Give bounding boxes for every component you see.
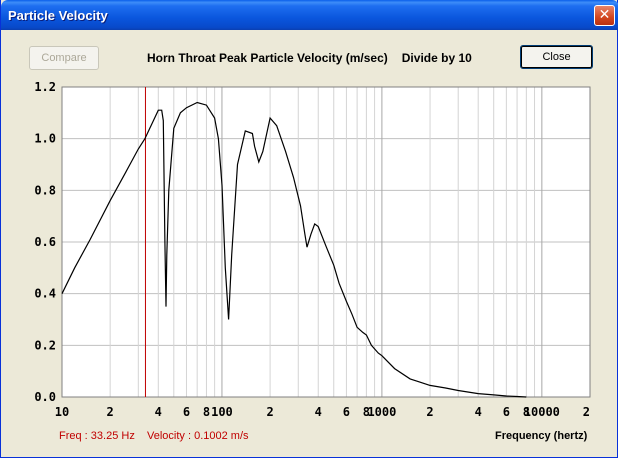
freq-readout: Freq : 33.25 Hz	[59, 430, 135, 442]
x-tick-label: 6	[343, 405, 350, 419]
divide-note: Divide by 10	[401, 51, 472, 65]
x-tick-label: 4	[155, 405, 162, 419]
y-axis-ticks: 0.0 0.2 0.4 0.6 0.8 1.0 1.2	[34, 80, 56, 404]
compare-button[interactable]: Compare	[29, 46, 99, 70]
x-tick-label: 6	[503, 405, 510, 419]
plot-border	[61, 86, 591, 398]
x-tick-label: 100	[211, 405, 233, 419]
x-tick-label: 8	[523, 405, 530, 419]
y-tick-label: 0.2	[34, 338, 56, 352]
x-tick-label: 2	[583, 405, 590, 419]
x-tick-label: 8	[363, 405, 370, 419]
velocity-curve	[61, 101, 527, 398]
velocity-readout: Velocity : 0.1002 m/s	[147, 430, 249, 442]
chart-heading: Horn Throat Peak Particle Velocity (m/se…	[147, 51, 472, 65]
grid-lines	[61, 86, 591, 398]
close-button[interactable]: Close	[520, 45, 593, 69]
y-tick-label: 0.6	[34, 235, 56, 249]
x-tick-label: 10	[55, 405, 69, 419]
y-tick-label: 0.0	[34, 390, 56, 404]
x-tick-label: 2	[426, 405, 433, 419]
x-tick-label: 2	[107, 405, 114, 419]
x-tick-label: 4	[475, 405, 482, 419]
y-tick-label: 0.4	[34, 287, 56, 301]
window-title: Particle Velocity	[8, 8, 108, 23]
x-tick-label: 6	[183, 405, 190, 419]
y-tick-label: 1.0	[34, 132, 56, 146]
x-tick-label: 4	[315, 405, 322, 419]
x-tick-label: 8	[203, 405, 210, 419]
x-tick-label: 10000	[524, 405, 560, 419]
x-tick-label: 2	[266, 405, 273, 419]
close-icon[interactable]: ✕	[594, 5, 615, 26]
x-axis-label: Frequency (hertz)	[495, 430, 588, 442]
x-tick-label: 1000	[367, 405, 396, 419]
y-tick-label: 0.8	[34, 183, 56, 197]
chart-title: Horn Throat Peak Particle Velocity (m/se…	[147, 51, 388, 65]
title-bar[interactable]: Particle Velocity ✕	[1, 0, 618, 30]
y-tick-label: 1.2	[34, 80, 56, 94]
